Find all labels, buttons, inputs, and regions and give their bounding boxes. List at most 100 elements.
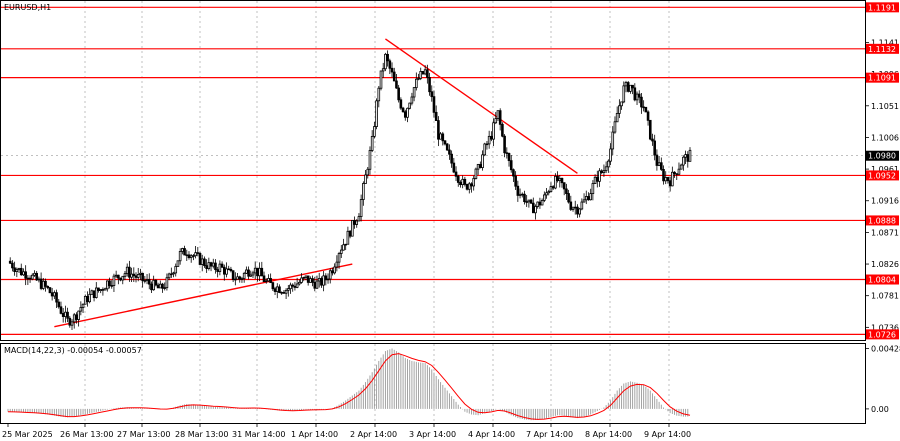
x-tick-label: 9 Apr 14:00: [644, 430, 691, 439]
candle-body: [344, 243, 347, 246]
candle-body: [196, 252, 200, 254]
candle-body: [474, 168, 478, 179]
candle-body: [388, 60, 392, 69]
candle-body: [161, 283, 164, 289]
candle-body: [677, 168, 681, 175]
trendlines: [54, 38, 578, 328]
level-label-bg: [866, 215, 899, 226]
candle-body: [540, 200, 544, 206]
candle-body: [48, 287, 52, 294]
candle-body: [68, 317, 72, 326]
candle-body: [35, 272, 38, 281]
y-tick-label: 1.1051: [871, 102, 899, 111]
candle-body: [459, 182, 462, 186]
candle-body: [364, 174, 367, 184]
candle-body: [651, 138, 654, 142]
candle-body: [86, 295, 89, 303]
candle-body: [185, 254, 189, 257]
levels: [1, 6, 865, 335]
candle-body: [430, 91, 434, 98]
candle-body: [646, 111, 650, 121]
candle-body: [366, 168, 370, 176]
candle-body: [479, 164, 482, 169]
candle-body: [403, 111, 407, 118]
macd: [7, 348, 691, 421]
candle-body: [92, 290, 96, 298]
candle-body: [640, 96, 643, 108]
candle-body: [324, 275, 328, 281]
candle-body: [203, 258, 206, 267]
candle-body: [245, 269, 248, 274]
candle-body: [516, 185, 520, 196]
candle-body: [673, 171, 676, 175]
candle-body: [607, 160, 610, 168]
candle-body: [399, 99, 403, 109]
candle-body: [207, 262, 211, 269]
candle-body: [300, 277, 303, 283]
candle-body: [395, 80, 398, 89]
candle-body: [351, 220, 354, 237]
candle-body: [505, 152, 509, 154]
candle-body: [70, 321, 74, 326]
candle-body: [492, 122, 495, 140]
y-tick-label: 1.0916: [871, 197, 899, 206]
candle-body: [362, 183, 365, 200]
candle-body: [626, 82, 630, 92]
candle-body: [576, 206, 579, 215]
candle-body: [117, 274, 120, 279]
candle-body: [79, 307, 83, 312]
main-frame: [0, 0, 866, 341]
level-label-bg: [866, 2, 899, 13]
candle-body: [216, 269, 219, 272]
time-axis: 25 Mar 2025 26 Mar 13:00 27 Mar 13:00 28 Ma…: [2, 423, 691, 439]
candle-body: [242, 272, 246, 280]
candle-body: [178, 251, 182, 262]
candle-body: [44, 280, 47, 287]
candle-body: [551, 186, 555, 189]
candle-body: [30, 274, 34, 280]
current-price-label-bg: [866, 150, 899, 161]
candle-body: [571, 207, 575, 210]
macd-label: MACD(14,22,3) -0.00054 -0.00057: [4, 346, 142, 355]
candle-body: [176, 260, 180, 267]
candle-body: [569, 201, 573, 210]
candle-body: [589, 193, 592, 201]
y-tick-label: 1.1141: [871, 38, 899, 47]
candle-body: [94, 287, 98, 298]
candle-body: [269, 278, 272, 284]
x-tick-label: 3 Apr 14:00: [409, 430, 456, 439]
y-tick-label: 1.0736: [871, 323, 899, 332]
candle-body: [415, 78, 418, 89]
candle-body: [287, 288, 290, 291]
macd-frame: [0, 343, 866, 424]
candle-body: [24, 271, 27, 279]
candle-body: [373, 126, 376, 137]
candle-body: [13, 267, 16, 272]
candle-body: [655, 154, 659, 166]
candle-body: [346, 230, 350, 245]
candle-body: [291, 284, 295, 287]
level-label: 1.1132: [868, 45, 896, 54]
candle-body: [529, 199, 533, 204]
candle-body: [342, 244, 345, 251]
candle-body: [675, 173, 679, 175]
candle-body: [375, 100, 378, 127]
candle-body: [397, 87, 400, 101]
y-tick-label: 1.0826: [871, 260, 899, 269]
candle-body: [452, 162, 456, 173]
candle-body: [426, 69, 429, 78]
macd-signal-line: [7, 353, 691, 420]
candle-body: [209, 262, 213, 267]
y-tick-label: 1.0781: [871, 292, 899, 301]
candle-body: [613, 121, 617, 133]
candle-body: [648, 119, 652, 140]
candle-body: [260, 267, 264, 277]
candle-body: [143, 280, 147, 282]
candle-body: [152, 279, 155, 291]
candle-body: [205, 265, 208, 269]
candle-body: [114, 274, 118, 277]
candle-body: [567, 193, 570, 203]
macd-y-tick-label: 0.00: [871, 405, 889, 414]
candle-body: [660, 162, 663, 170]
x-tick-label: 26 Mar 13:00: [60, 430, 113, 439]
